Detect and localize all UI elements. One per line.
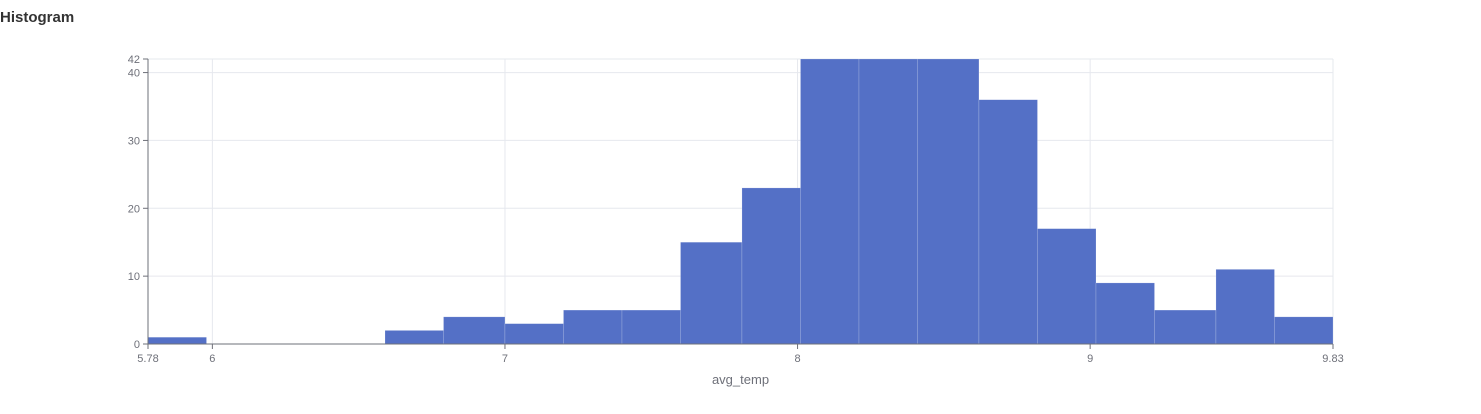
histogram-bars: [147, 58, 1334, 345]
histogram-bar[interactable]: [1037, 228, 1097, 345]
chart-title: Histogram: [0, 9, 75, 26]
histogram-bar[interactable]: [741, 187, 801, 345]
histogram-bar[interactable]: [563, 309, 623, 345]
y-tick-label: 20: [128, 203, 140, 215]
histogram-bar[interactable]: [917, 58, 980, 345]
histogram-bar[interactable]: [858, 58, 918, 345]
histogram-bar[interactable]: [384, 330, 444, 345]
x-tick-label: 8: [794, 353, 800, 365]
x-tick-label: 5.78: [137, 353, 158, 365]
histogram-bar[interactable]: [1274, 316, 1334, 345]
histogram-bar[interactable]: [1095, 282, 1155, 345]
y-tick-label: 10: [128, 271, 140, 283]
histogram-bar[interactable]: [504, 323, 564, 345]
x-tick-label: 9.83: [1322, 353, 1343, 365]
histogram-bar[interactable]: [1215, 269, 1275, 345]
x-tick-label: 9: [1087, 353, 1093, 365]
histogram-bar[interactable]: [1154, 309, 1217, 345]
axes: 0 10 20 30 40 42 5.78 6 7 8 9 9.83: [128, 54, 1344, 365]
histogram-bar[interactable]: [443, 316, 506, 345]
x-tick-label: 7: [502, 353, 508, 365]
y-tick-label: 42: [128, 54, 140, 66]
y-tick-label: 0: [134, 339, 140, 351]
histogram-bar[interactable]: [978, 99, 1038, 345]
histogram-bar[interactable]: [680, 241, 743, 345]
y-tick-label: 40: [128, 68, 140, 80]
histogram-bar[interactable]: [621, 309, 681, 345]
x-tick-label: 6: [209, 353, 215, 365]
y-tick-label: 30: [128, 135, 140, 147]
histogram-bar[interactable]: [147, 336, 207, 345]
histogram-bar[interactable]: [800, 58, 860, 345]
x-axis-title: avg_temp: [712, 372, 769, 387]
